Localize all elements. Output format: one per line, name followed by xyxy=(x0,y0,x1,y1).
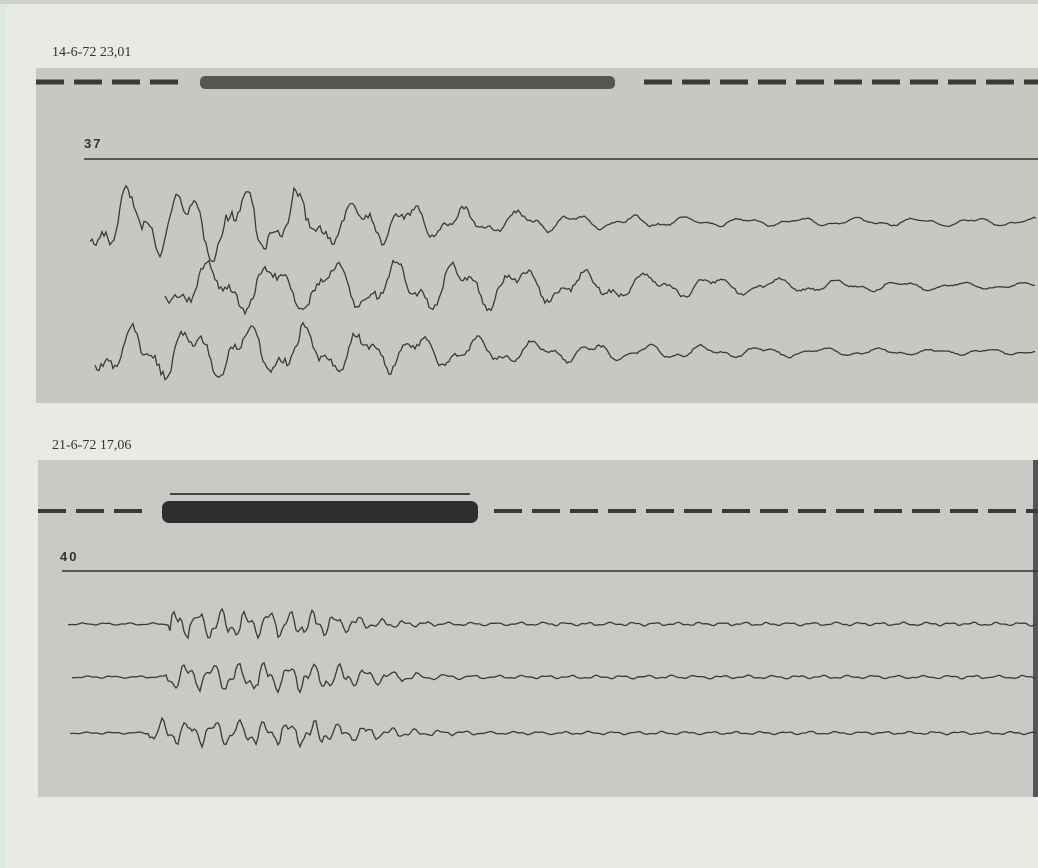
timing-mark xyxy=(912,509,940,513)
timing-mark xyxy=(988,509,1016,513)
timestamp: 14-6-72 23,01 xyxy=(52,45,131,60)
timing-mark xyxy=(720,79,748,85)
trace xyxy=(89,184,1037,263)
timing-mark xyxy=(834,79,862,85)
timing-mark xyxy=(796,79,824,85)
timing-mark xyxy=(948,79,976,85)
timing-mark xyxy=(682,79,710,85)
timing-mark xyxy=(74,79,102,85)
timing-mark xyxy=(798,509,826,513)
timing-mark xyxy=(36,79,64,85)
timing-mark xyxy=(646,509,674,513)
timing-mark xyxy=(910,79,938,85)
timing-burst xyxy=(162,501,478,523)
timing-mark xyxy=(1026,509,1038,513)
trace xyxy=(94,321,1036,381)
station-label: 37 xyxy=(84,136,102,151)
timing-mark xyxy=(494,509,522,513)
trace xyxy=(164,259,1036,316)
timing-mark xyxy=(872,79,900,85)
timing-mark xyxy=(532,509,560,513)
timing-mark xyxy=(570,509,598,513)
timing-mark xyxy=(950,509,978,513)
timing-mark xyxy=(608,509,636,513)
timing-mark xyxy=(760,509,788,513)
timing-mark xyxy=(38,509,66,513)
timing-mark xyxy=(1024,79,1038,85)
trace xyxy=(67,607,1037,640)
trace xyxy=(69,716,1037,749)
timing-mark xyxy=(722,509,750,513)
edge xyxy=(0,0,6,868)
seismogram-panel xyxy=(36,68,1038,403)
timing-mark xyxy=(874,509,902,513)
timing-mark xyxy=(114,509,142,513)
trace xyxy=(71,661,1037,694)
timing-mark xyxy=(684,509,712,513)
timing-mark xyxy=(644,79,672,85)
timing-mark xyxy=(112,79,140,85)
timing-mark xyxy=(836,509,864,513)
timestamp: 21-6-72 17,06 xyxy=(52,438,131,453)
timing-mark xyxy=(758,79,786,85)
timing-mark xyxy=(150,79,178,85)
station-label: 40 xyxy=(60,549,78,564)
timing-mark xyxy=(986,79,1014,85)
edge xyxy=(0,0,1038,4)
timing-burst xyxy=(200,76,615,89)
edge xyxy=(1033,460,1038,797)
timing-mark xyxy=(76,509,104,513)
